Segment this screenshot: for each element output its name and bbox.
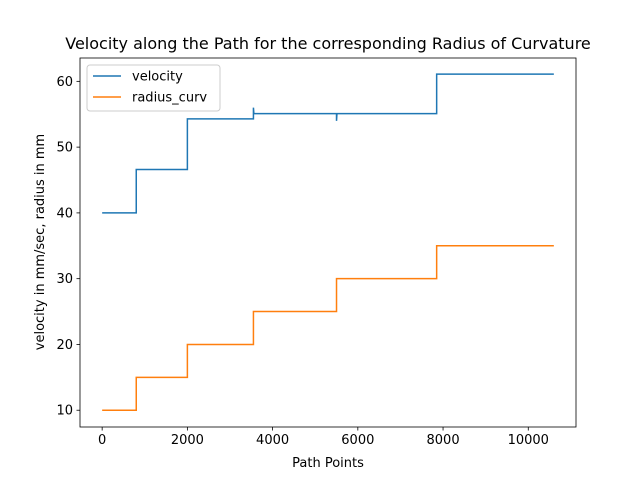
series-line-radius_curv — [102, 245, 554, 411]
plot-area — [102, 73, 554, 411]
y-tick-label: 20 — [56, 338, 73, 353]
y-axis-label: velocity in mm/sec, radius in mm — [33, 134, 48, 350]
axes-frame — [79, 57, 577, 428]
x-tick-label: 10000 — [508, 433, 549, 448]
y-tick-label: 30 — [56, 272, 73, 287]
x-tick-label: 0 — [98, 433, 106, 448]
x-tick-label: 8000 — [427, 433, 460, 448]
legend: velocity radius_curv — [86, 64, 221, 112]
legend-label-radius_curv: radius_curv — [132, 91, 207, 106]
axes: 0 2000 4000 6000 8000 10000 10 20 30 40 50 60 — [56, 57, 577, 448]
x-tick-label: 2000 — [171, 433, 204, 448]
y-tick-label: 60 — [56, 75, 73, 90]
y-tick-label: 50 — [56, 141, 73, 156]
x-tick-label: 6000 — [341, 433, 374, 448]
y-tick-label: 10 — [56, 404, 73, 419]
chart-title: Velocity along the Path for the correspo… — [65, 34, 591, 53]
x-axis-label: Path Points — [292, 456, 364, 471]
series-line-velocity — [102, 73, 554, 214]
x-tick-label: 4000 — [256, 433, 289, 448]
legend-label-velocity: velocity — [132, 70, 183, 85]
y-tick-label: 40 — [56, 206, 73, 221]
